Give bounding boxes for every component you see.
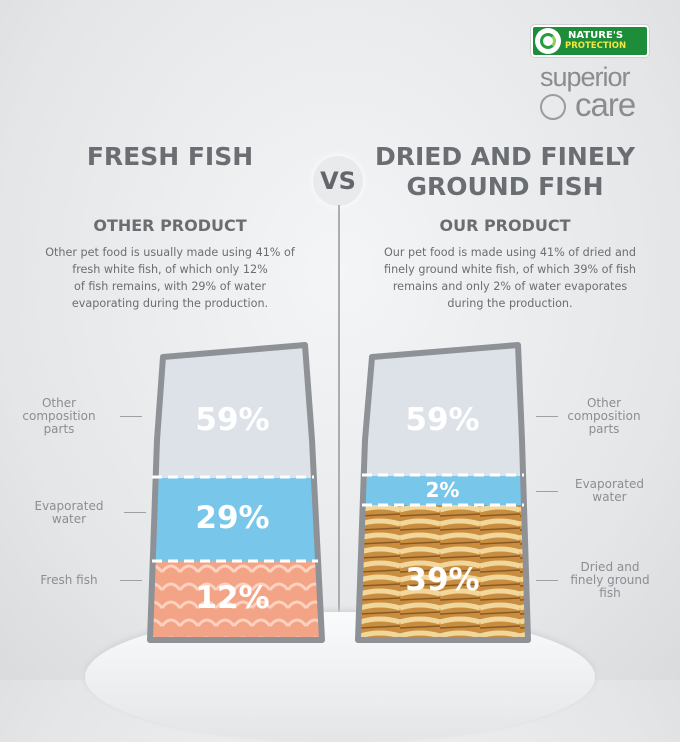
label-line: Evaporated <box>575 477 644 491</box>
desc-line: Our pet food is made using 41% of dried … <box>384 246 636 259</box>
right-description: Our pet food is made using 41% of dried … <box>355 244 665 312</box>
left-other-pct: 59% <box>195 402 270 438</box>
desc-line: remains and only 2% of water evaporates <box>392 280 628 293</box>
right-label-fish: Dried and finely ground fish <box>560 561 660 600</box>
left-other-segment <box>150 345 322 480</box>
label-line: parts <box>43 422 75 436</box>
tick <box>536 416 558 417</box>
label-line: composition <box>22 409 96 423</box>
label-line: composition <box>567 409 641 423</box>
tick <box>120 580 142 581</box>
desc-line: Other pet food is usually made using 41%… <box>45 246 295 259</box>
right-label-other: Other composition parts <box>563 397 645 436</box>
left-description: Other pet food is usually made using 41%… <box>20 244 320 312</box>
bags-graphic <box>147 342 531 643</box>
label-line: Evaporated <box>34 499 104 513</box>
right-water-segment <box>358 476 528 506</box>
label-line: water <box>51 512 87 526</box>
label-line: water <box>592 490 627 504</box>
label-line: finely ground <box>570 573 650 587</box>
right-fish-segment <box>358 505 528 640</box>
swirl-icon <box>535 28 561 54</box>
tick <box>124 512 146 513</box>
right-subtitle: OUR PRODUCT <box>439 216 571 235</box>
left-water-segment <box>150 478 322 562</box>
left-label-other: Other composition parts <box>18 397 100 436</box>
right-title-line2: GROUND FISH <box>406 172 604 201</box>
left-water-pct: 29% <box>195 500 270 536</box>
right-title: DRIED AND FINELY GROUND FISH <box>360 142 650 202</box>
desc-line: evaporating during the production. <box>71 297 269 310</box>
logo-line1: NATURE'S <box>568 30 624 41</box>
superior-text: superior <box>540 62 631 92</box>
right-bag-outline <box>355 342 531 643</box>
right-water-pct: 2% <box>425 478 460 502</box>
tick <box>536 580 558 581</box>
tick <box>120 416 142 417</box>
left-fish-segment <box>150 561 322 640</box>
care-text: care <box>575 86 636 123</box>
left-subtitle: OTHER PRODUCT <box>93 216 247 235</box>
natures-protection-logo: NATURE'S PROTECTION <box>531 25 649 57</box>
left-fish-pct: 12% <box>195 580 270 616</box>
label-line: Other <box>41 396 77 410</box>
vs-badge: VS <box>313 156 363 206</box>
label-line: Fresh fish <box>40 573 98 587</box>
left-bag-outline <box>147 342 325 643</box>
left-label-fish: Fresh fish <box>18 574 120 587</box>
label-line: parts <box>588 422 620 436</box>
left-title: FRESH FISH <box>86 142 254 171</box>
desc-line: during the production. <box>447 297 573 310</box>
desc-line: of fish remains, with 29% of water <box>74 280 266 293</box>
desc-line: finely ground white fish, of which 39% o… <box>384 263 636 276</box>
right-other-segment <box>358 345 528 478</box>
desc-line: fresh white fish, of which only 12% <box>72 263 268 276</box>
right-label-water: Evaporated water <box>562 478 657 504</box>
logo-line2: PROTECTION <box>565 41 627 51</box>
tick <box>536 491 558 492</box>
label-line: Dried and <box>580 560 640 574</box>
label-line: fish <box>599 586 621 600</box>
right-fish-pct: 39% <box>405 562 480 598</box>
left-label-water: Evaporated water <box>18 500 120 526</box>
right-other-pct: 59% <box>405 402 480 438</box>
divider <box>338 205 340 625</box>
seal-icon <box>540 94 566 120</box>
label-line: Other <box>586 396 622 410</box>
right-title-line1: DRIED AND FINELY <box>374 142 636 171</box>
